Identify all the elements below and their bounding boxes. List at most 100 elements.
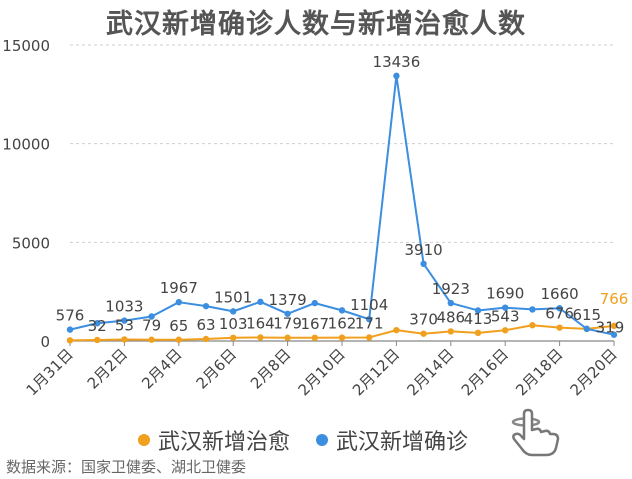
- y-tick-label: 15000: [2, 37, 50, 55]
- x-tick-label: 2月12日: [349, 345, 403, 399]
- data-label: 319: [596, 319, 625, 337]
- data-point: [121, 336, 128, 343]
- data-label: 32: [88, 317, 107, 335]
- data-label: 1501: [214, 288, 252, 306]
- data-point: [556, 324, 563, 331]
- data-label: 1660: [541, 285, 579, 303]
- data-point: [175, 298, 182, 306]
- x-tick-label: 1月31日: [23, 345, 77, 399]
- data-label: 766: [600, 290, 629, 308]
- y-tick-label: 0: [40, 333, 50, 351]
- chart-title: 武汉新增确诊人数与新增治愈人数: [106, 9, 526, 40]
- data-point: [311, 299, 318, 307]
- data-point: [66, 337, 74, 344]
- data-label: 1033: [105, 298, 143, 316]
- data-point: [420, 330, 427, 337]
- data-label: 1967: [160, 279, 198, 297]
- legend-item-cured[interactable]: 武汉新增治愈: [138, 424, 290, 456]
- data-point: [393, 326, 400, 334]
- data-label: 1104: [350, 296, 388, 314]
- data-point: [257, 334, 264, 341]
- data-point: [230, 334, 237, 341]
- data-label: 413: [464, 310, 493, 328]
- x-tick-label: 2月6日: [193, 345, 240, 392]
- data-point: [502, 327, 509, 334]
- grid-lines: [70, 44, 614, 243]
- legend-label-confirmed: 武汉新增确诊: [336, 430, 469, 455]
- x-tick-label: 2月18日: [512, 345, 566, 399]
- data-label: 103: [219, 315, 248, 333]
- data-label: 171: [355, 314, 384, 332]
- legend-marker-confirmed: [316, 434, 329, 446]
- data-point: [202, 302, 210, 310]
- data-point: [583, 325, 590, 333]
- legend-label-cured: 武汉新增治愈: [158, 430, 291, 455]
- data-point: [284, 334, 291, 341]
- data-point: [257, 298, 264, 306]
- data-label: 1379: [269, 291, 307, 309]
- legend-marker-cured: [138, 434, 150, 446]
- data-point: [529, 306, 536, 313]
- x-tick-label: 2月8日: [247, 345, 294, 392]
- x-tick-label: 2月2日: [84, 345, 131, 392]
- data-point: [94, 320, 101, 327]
- data-point: [474, 307, 482, 314]
- data-point: [447, 328, 454, 335]
- data-point: [474, 329, 482, 337]
- data-point: [529, 322, 536, 329]
- data-point: [121, 317, 128, 324]
- data-point: [610, 322, 618, 330]
- x-tick-label: 2月16日: [458, 345, 512, 399]
- data-label: 1690: [486, 285, 524, 303]
- data-label: 543: [491, 307, 520, 325]
- axes: 0 5000 10000 15000 1月31日 2月2日 2月4日 2月6日 2月8日 2月10…: [2, 37, 621, 399]
- y-tick-label: 10000: [2, 136, 50, 154]
- data-point: [202, 335, 210, 343]
- data-label: 162: [328, 315, 357, 333]
- data-label: 1923: [432, 280, 470, 298]
- data-point: [148, 313, 155, 320]
- data-point: [338, 334, 346, 341]
- data-point: [420, 260, 427, 268]
- data-point: [94, 336, 101, 344]
- x-tick-label: 2月4日: [138, 345, 185, 392]
- data-label: 79: [142, 317, 161, 335]
- data-point: [366, 334, 373, 341]
- data-label: 3910: [405, 241, 443, 259]
- data-label: 164: [246, 314, 275, 332]
- series-lines: [66, 72, 618, 344]
- data-label: 615: [572, 306, 601, 324]
- data-label: 370: [409, 311, 438, 329]
- x-tick-label: 2月20日: [567, 345, 621, 399]
- data-point: [311, 334, 318, 342]
- data-label: 179: [273, 315, 302, 333]
- data-point: [148, 336, 155, 343]
- data-label: 676: [545, 305, 574, 323]
- source-note: 数据来源：国家卫健委、湖北卫健委: [6, 458, 247, 476]
- data-point: [66, 326, 74, 333]
- series-line: [69, 74, 615, 336]
- data-label: 53: [115, 316, 134, 334]
- data-label: 576: [56, 307, 85, 325]
- y-tick-label: 5000: [12, 234, 50, 252]
- data-point: [393, 72, 400, 80]
- data-point: [230, 308, 237, 315]
- data-label: 65: [169, 317, 188, 335]
- data-point: [610, 331, 618, 338]
- x-tick-label: 2月10日: [295, 345, 349, 399]
- data-point: [556, 305, 563, 312]
- data-point: [366, 316, 373, 323]
- legend-item-confirmed[interactable]: 武汉新增确诊: [316, 424, 468, 456]
- data-label: 167: [300, 315, 329, 333]
- pointing-hand-icon[interactable]: [506, 408, 568, 458]
- data-point: [284, 310, 291, 317]
- data-point: [175, 336, 182, 343]
- data-point: [447, 299, 454, 307]
- data-label: 63: [196, 316, 215, 334]
- data-point: [338, 307, 346, 314]
- data-label: 13436: [373, 53, 421, 71]
- data-point: [502, 304, 509, 311]
- data-label: 486: [436, 308, 465, 326]
